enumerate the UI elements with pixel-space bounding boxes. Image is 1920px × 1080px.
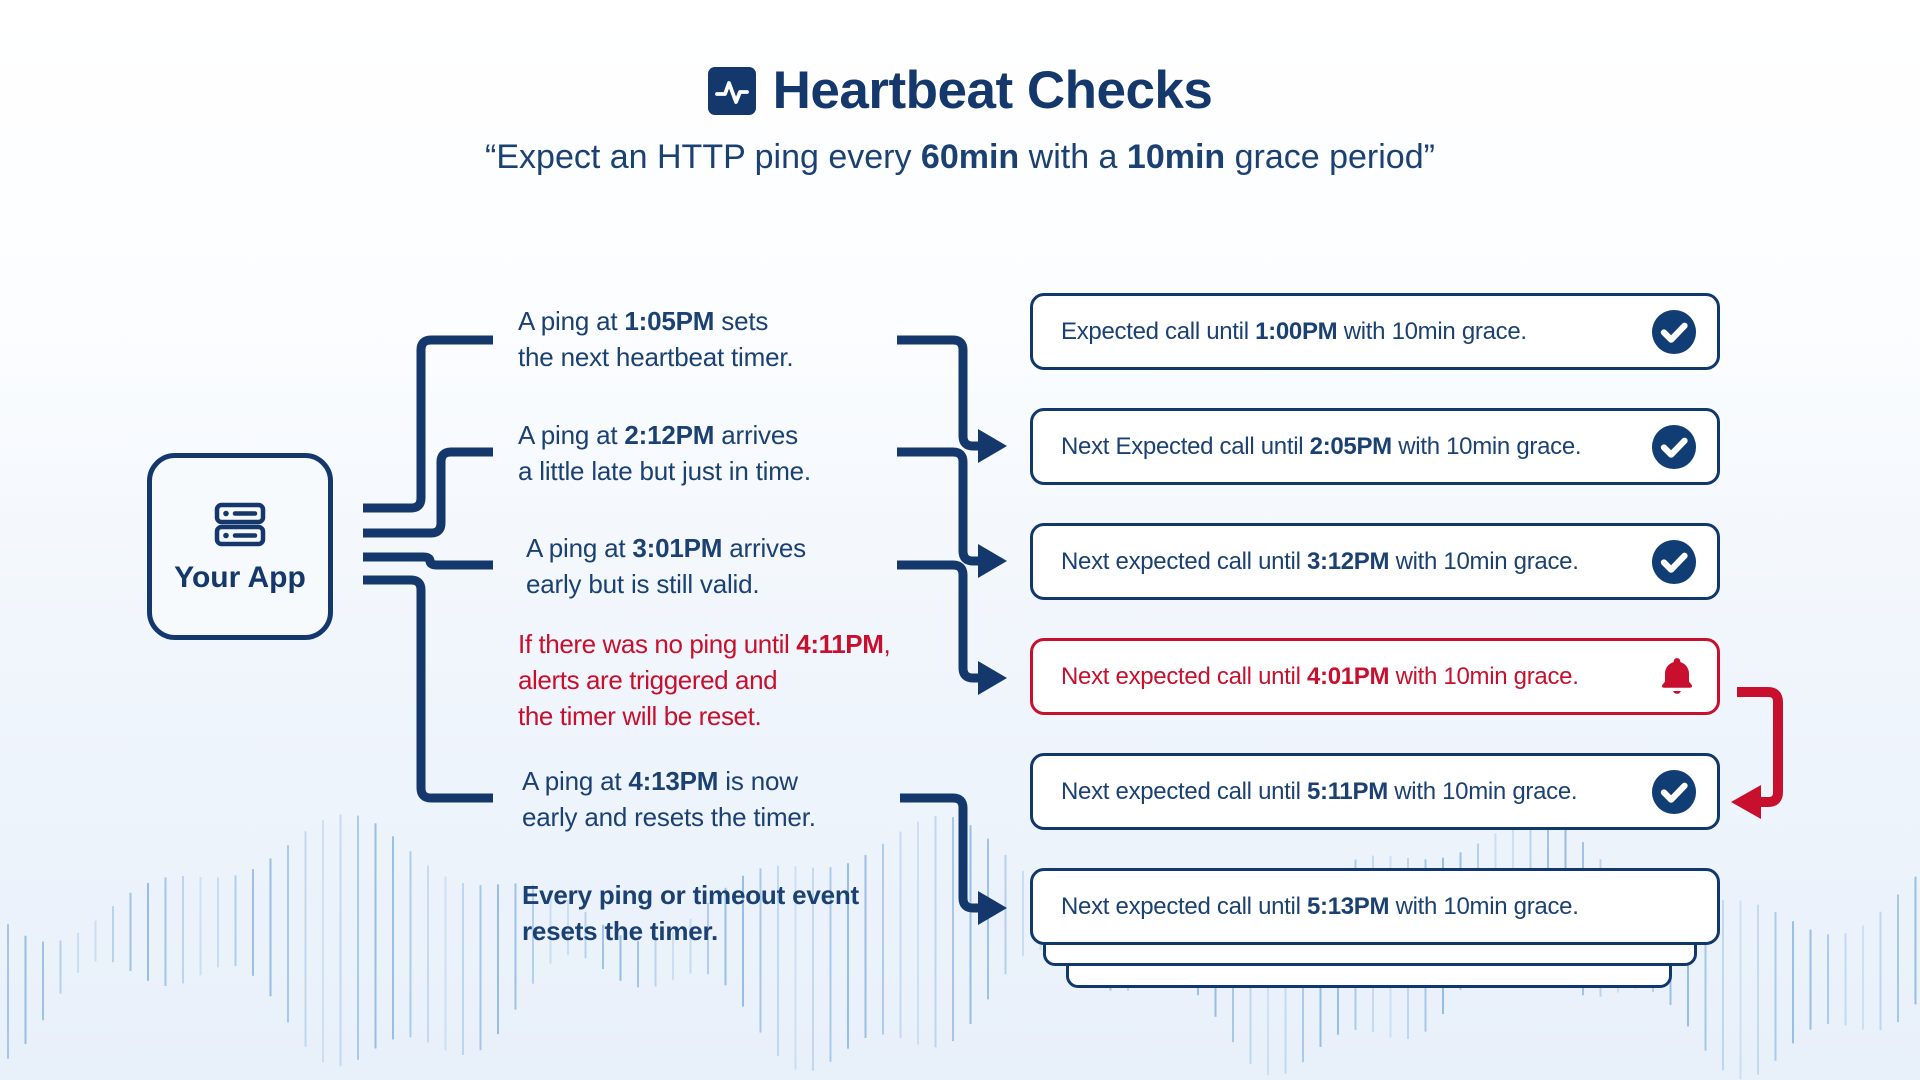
annotation-line: A ping at 2:12PM arrives [518, 420, 798, 450]
arrow-ping-212-to-event-3 [897, 447, 978, 566]
red-reset-arrowhead [1731, 785, 1761, 819]
annotation-line: a little late but just in time. [518, 456, 811, 486]
annotation-line: the timer will be reset. [518, 701, 762, 731]
event-text: Next expected call until 5:13PM with 10m… [1061, 892, 1579, 920]
annotation-line: A ping at 3:01PM arrives [526, 533, 806, 563]
event-text: Next expected call until 4:01PM with 10m… [1061, 662, 1579, 690]
event-1: Expected call until 1:00PM with 10min gr… [1030, 293, 1720, 370]
page-header: Heartbeat Checks [0, 60, 1920, 121]
annotation-line: early and resets the timer. [522, 802, 816, 832]
server-icon [214, 502, 266, 546]
arrowhead-event-6 [978, 891, 1007, 925]
check-icon [1651, 769, 1697, 814]
arrow-ping-105-to-event-2 [897, 335, 978, 451]
annotation-ping-301: A ping at 3:01PM arrives early but is sti… [526, 530, 806, 602]
bell-icon [1661, 657, 1693, 694]
branch-to-ping-413 [363, 575, 493, 803]
page-subtitle: “Expect an HTTP ping every 60min with a … [485, 138, 1435, 176]
annotation-line: the next heartbeat timer. [518, 342, 794, 372]
branch-to-ping-301 [363, 552, 493, 570]
check-icon [1651, 539, 1697, 584]
branch-to-ping-105 [363, 335, 493, 513]
check-icon [1651, 424, 1697, 469]
event-5: Next expected call until 5:11PM with 10m… [1030, 753, 1720, 830]
arrowhead-event-3 [978, 544, 1007, 578]
arrow-ping-413-to-event-6 [900, 793, 978, 913]
arrowhead-event-2 [978, 429, 1007, 463]
event-2: Next Expected call until 2:05PM with 10m… [1030, 408, 1720, 485]
arrowhead-event-4 [978, 661, 1007, 695]
event-4: Next expected call until 4:01PM with 10m… [1030, 638, 1720, 715]
event-3: Next expected call until 3:12PM with 10m… [1030, 523, 1720, 600]
red-reset-arrow [1737, 687, 1783, 807]
annotation-line: A ping at 1:05PM sets [518, 306, 769, 336]
annotation-timeout-411: If there was no ping until 4:11PM, alerts… [518, 626, 891, 734]
event-text: Next expected call until 3:12PM with 10m… [1061, 547, 1579, 575]
event-6: Next expected call until 5:13PM with 10m… [1030, 868, 1720, 945]
arrow-ping-301-to-event-4 [897, 560, 978, 683]
branch-to-ping-212 [363, 447, 493, 538]
check-icon [1651, 309, 1697, 354]
annotation-line: A ping at 4:13PM is now [522, 766, 798, 796]
your-app-label: Your App [174, 560, 306, 594]
annotation-summary: Every ping or timeout event resets the ti… [522, 877, 859, 949]
annotation-line: alerts are triggered and [518, 665, 778, 695]
event-text: Next Expected call until 2:05PM with 10m… [1061, 432, 1582, 460]
annotation-ping-212: A ping at 2:12PM arrives a little late bu… [518, 417, 811, 489]
event-text: Next expected call until 5:11PM with 10m… [1061, 777, 1578, 805]
annotation-line: early but is still valid. [526, 569, 760, 599]
annotation-ping-413: A ping at 4:13PM is now early and resets … [522, 763, 816, 835]
annotation-ping-105: A ping at 1:05PM sets the next heartbeat … [518, 303, 794, 375]
pulse-icon [707, 66, 756, 115]
annotation-line: If there was no ping until 4:11PM, [518, 629, 891, 659]
event-text: Expected call until 1:00PM with 10min gr… [1061, 317, 1527, 345]
annotation-line: resets the timer. [522, 916, 719, 946]
your-app-node: Your App [147, 453, 333, 640]
annotation-line: Every ping or timeout event [522, 880, 860, 910]
page-title: Heartbeat Checks [772, 61, 1213, 120]
